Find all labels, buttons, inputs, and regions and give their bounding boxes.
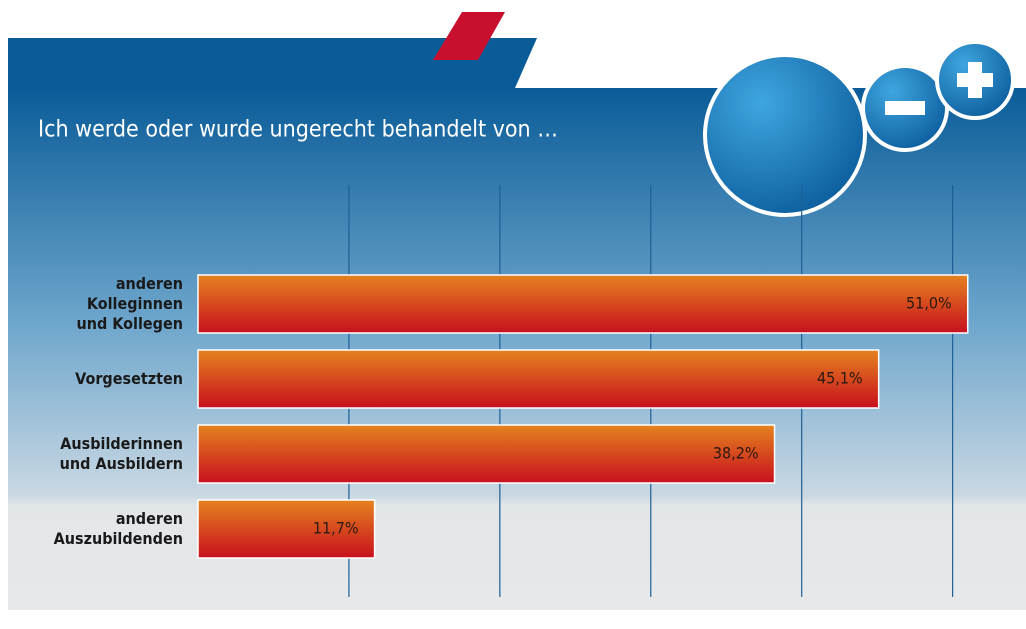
bar — [197, 424, 776, 484]
category-label: Ausbilderinnen und Ausbildern — [59, 434, 183, 473]
category-label: anderen Kolleginnen und Kollegen — [76, 274, 183, 333]
chart-title: Ich werde oder wurde ungerecht behandelt… — [38, 117, 558, 143]
bar — [197, 499, 376, 559]
bar — [197, 349, 880, 409]
minus-sign — [885, 101, 925, 115]
value-label: 38,2% — [713, 444, 759, 463]
value-label: 45,1% — [817, 369, 863, 388]
header-band — [8, 38, 537, 88]
bar — [197, 274, 969, 334]
accent — [433, 12, 505, 60]
icon-circle — [703, 53, 867, 217]
category-label: anderen Auszubildenden — [53, 509, 183, 548]
value-label: 51,0% — [906, 294, 952, 313]
value-label: 11,7% — [313, 519, 359, 538]
category-label: Vorgesetzten — [75, 369, 183, 388]
plus-sign — [968, 62, 982, 98]
